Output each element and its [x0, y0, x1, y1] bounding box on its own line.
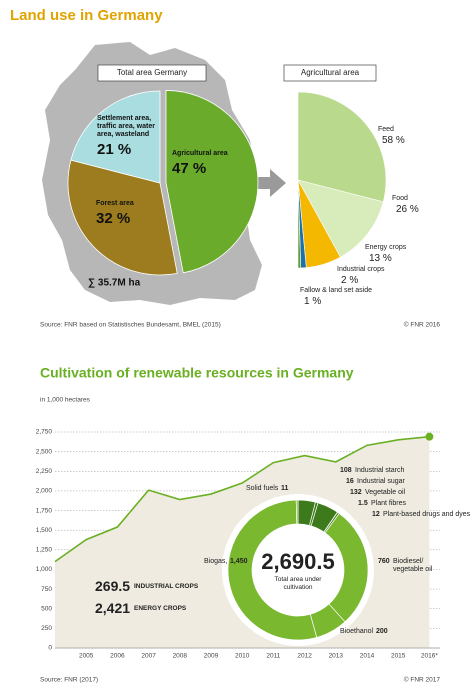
y-tick-label: 2,750	[36, 429, 53, 436]
y-tick-label: 1,750	[36, 507, 53, 514]
y-tick-label: 2,500	[36, 448, 53, 455]
segment-value: 11	[281, 485, 289, 492]
segment-label: Biogas,	[204, 558, 228, 565]
x-tick-label: 2015	[391, 653, 406, 660]
slice-value: 26 %	[396, 204, 419, 215]
slice-value: 2 %	[341, 275, 359, 286]
source: Source: FNR based on Statistisches Bunde…	[40, 322, 221, 329]
legend-name: ENERGY CROPS	[134, 605, 187, 612]
segment-value: 16	[346, 478, 354, 485]
copyright: © FNR 2016	[404, 321, 441, 329]
line	[54, 435, 430, 563]
segment-value: 1.5	[358, 500, 368, 507]
slice-label: Fallow & land set aside	[300, 287, 372, 294]
y-tick-label: 750	[41, 586, 52, 593]
x-tick-label: 2012	[297, 653, 312, 660]
pie-slice	[297, 179, 302, 269]
slice-value: 1 %	[304, 296, 322, 307]
segment-value: 1,450	[230, 558, 248, 565]
segment-label: Industrial starch	[355, 467, 405, 474]
segment-label: Plant-based drugs and dyes	[383, 511, 471, 518]
x-tick-label: 2008	[173, 653, 188, 660]
y-tick-label: 1,250	[36, 547, 53, 554]
pie-slice	[165, 90, 259, 274]
slice-label: Food	[392, 195, 408, 202]
slice-label: Agricultural area	[172, 150, 228, 157]
slice-value: 58 %	[382, 135, 405, 146]
x-tick-label: 2011	[266, 653, 280, 660]
pie-slice	[67, 159, 178, 276]
slice-value: 47 %	[172, 160, 207, 177]
slice-label: Forest area	[96, 200, 134, 207]
axis-label: in 1,000 hectares	[40, 397, 91, 404]
segment-label: Plant fibres	[371, 500, 407, 507]
end-point	[425, 432, 434, 441]
subtitle: Total area Germany	[117, 68, 187, 77]
y-tick-label: 0	[48, 645, 52, 652]
x-tick-label: 2005	[79, 653, 94, 660]
y-tick-label: 500	[41, 605, 52, 612]
pie-slice	[297, 179, 384, 258]
pie-slice	[297, 91, 387, 203]
source: Source: FNR (2017)	[40, 677, 98, 684]
y-tick-label: 2,000	[36, 488, 53, 495]
segment-value: 760	[378, 558, 390, 565]
chart-title: Cultivation of renewable resources in Ge…	[40, 365, 354, 381]
pie-slice	[70, 90, 161, 184]
legend-value: 269.5	[95, 578, 131, 594]
slice-value: 21 %	[97, 141, 132, 158]
x-tick-label: 2014	[360, 653, 375, 660]
y-tick-label: 1,500	[36, 527, 53, 534]
chart-title: Land use in Germany	[10, 7, 163, 24]
segment-value: 200	[376, 628, 388, 635]
segment-label: Bioethanol	[340, 628, 374, 635]
segment-value: 12	[372, 511, 380, 518]
x-tick-label: 2009	[204, 653, 219, 660]
center-label: 2,690.5	[261, 549, 335, 574]
slice-label: Feed	[378, 126, 394, 133]
x-tick-label: 2010	[235, 653, 250, 660]
y-tick-label: 1,000	[36, 566, 53, 573]
y-tick-label: 2,250	[36, 468, 53, 475]
segment-label: Biodiesel/ vegetable oil	[393, 558, 433, 573]
slice-label: Settlement area, traffic area, water are…	[97, 115, 155, 138]
y-tick-label: 250	[41, 625, 52, 632]
x-tick-label: 2007	[141, 653, 156, 660]
slice-label: Energy crops	[365, 244, 407, 251]
slice-value: 32 %	[96, 210, 131, 227]
donut-slice	[227, 499, 318, 641]
donut-slice	[295, 499, 299, 525]
center-caption: Total area under cultivation	[274, 576, 322, 591]
copyright: © FNR 2017	[404, 676, 441, 684]
legend-value: 2,421	[95, 600, 131, 616]
slice-label: Industrial crops	[337, 266, 385, 273]
subtitle-box	[97, 64, 207, 82]
arrow	[248, 169, 286, 197]
segment-value: 108	[340, 467, 352, 474]
subtitle-box	[283, 64, 377, 82]
x-tick-label: 2016*	[421, 653, 438, 660]
x-tick-label: 2006	[110, 653, 125, 660]
x-tick-label: 2013	[329, 653, 344, 660]
annotation: ∑ 35.7M ha	[88, 278, 141, 289]
segment-label: Solid fuels	[246, 485, 279, 492]
segment-label: Vegetable oil	[365, 489, 406, 496]
slice-value: 13 %	[369, 253, 392, 264]
segment-value: 132	[350, 489, 362, 496]
subtitle: Agricultural area	[301, 68, 360, 77]
legend-name: INDUSTRIAL CROPS	[134, 583, 199, 590]
segment-label: Industrial sugar	[357, 478, 405, 485]
